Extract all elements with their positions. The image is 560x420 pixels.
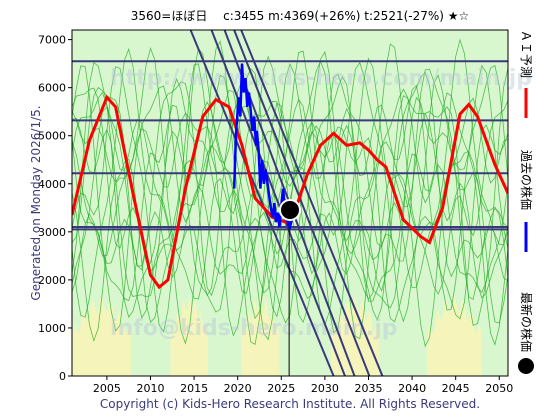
generated-date-label: Generated on Monday 2026/1/5. xyxy=(29,105,43,300)
x-tick-label: 2050 xyxy=(485,382,513,395)
chart-title: 3560=ほぼ日 c:3455 m:4369(+26%) t:2521(-27%… xyxy=(131,9,470,23)
y-tick-label: 0 xyxy=(59,370,66,383)
trend-line xyxy=(210,30,346,376)
band-yellow xyxy=(72,294,132,376)
latest-price-dot xyxy=(279,198,301,221)
copyright-footer: Copyright (c) Kids-Hero Research Institu… xyxy=(100,397,480,411)
trend-line xyxy=(189,30,335,376)
x-tick-label: 2035 xyxy=(354,382,382,395)
y-tick-label: 6000 xyxy=(38,82,66,95)
x-tick-label: 2010 xyxy=(136,382,164,395)
y-tick-label: 3000 xyxy=(38,226,66,239)
ai-forecast-line xyxy=(72,94,508,290)
trend-line xyxy=(233,30,371,376)
x-tick-label: 2045 xyxy=(442,382,470,395)
legend: ＡＩ予測 過去の株価 最新の株価 xyxy=(518,30,534,374)
scenario-line xyxy=(72,47,508,323)
scenario-line xyxy=(72,66,508,333)
legend-label-past: 過去の株価 xyxy=(519,150,534,210)
watermark-top: http://www.kids-hero.com/main.jp xyxy=(110,66,532,91)
x-tick-label: 2020 xyxy=(224,382,252,395)
y-tick-label: 7000 xyxy=(38,34,66,47)
plot-frame xyxy=(71,29,509,377)
band-yellow xyxy=(241,294,280,376)
y-axis: 0 1000 2000 3000 4000 5000 6000 7000 xyxy=(38,34,72,383)
watermark-bottom: info@kids-hero.main.jp xyxy=(110,316,398,341)
band-yellow xyxy=(170,294,208,376)
y-tick-label: 4000 xyxy=(38,178,66,191)
trend-line xyxy=(240,30,384,376)
scenario-line xyxy=(72,91,508,346)
x-tick-label: 2030 xyxy=(311,382,339,395)
x-axis: 2005 2010 2015 2020 2025 2030 2035 2040 2045 2050 xyxy=(93,376,513,395)
x-tick-label: 2015 xyxy=(180,382,208,395)
legend-label-latest: 最新の株価 xyxy=(519,292,534,352)
scenario-line xyxy=(72,57,508,343)
x-tick-label: 2040 xyxy=(398,382,426,395)
legend-label-ai: ＡＩ予測 xyxy=(519,30,533,78)
x-tick-label: 2005 xyxy=(93,382,121,395)
scenario-line xyxy=(72,62,508,334)
y-tick-label: 1000 xyxy=(38,322,66,335)
diagonal-trend-lines xyxy=(189,30,384,376)
legend-swatch-latest xyxy=(518,358,534,374)
y-tick-label: 2000 xyxy=(38,274,66,287)
y-tick-label: 5000 xyxy=(38,130,66,143)
x-tick-label: 2025 xyxy=(267,382,295,395)
past-price-line xyxy=(232,63,293,230)
band-yellow xyxy=(426,294,482,376)
